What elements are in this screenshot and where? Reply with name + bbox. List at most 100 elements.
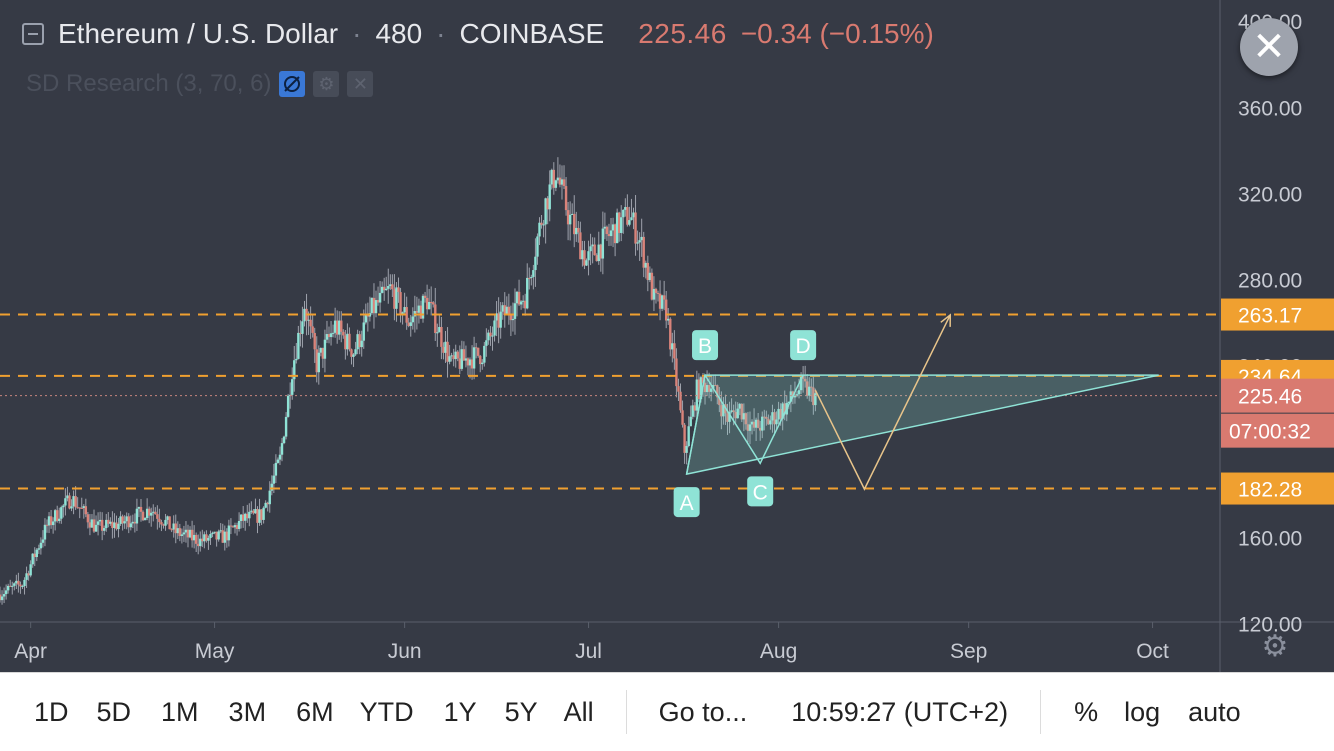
- range-5y[interactable]: 5Y: [504, 696, 538, 727]
- candle-up: [250, 510, 253, 512]
- range-3m[interactable]: 3M: [228, 696, 267, 727]
- candle-up: [109, 521, 112, 524]
- candle-down: [33, 553, 36, 558]
- candle-down: [221, 530, 224, 543]
- candle-up: [505, 306, 509, 315]
- range-all[interactable]: All: [563, 696, 594, 727]
- indicator-label[interactable]: SD Research (3, 70, 6): [26, 70, 272, 97]
- candle-down: [335, 320, 339, 335]
- interval-label[interactable]: 480: [375, 18, 423, 49]
- candle-up: [615, 212, 619, 244]
- candle-down: [19, 584, 22, 587]
- candle-up: [495, 313, 498, 321]
- candle-up: [90, 519, 94, 528]
- candle-down: [405, 307, 408, 323]
- range-6m[interactable]: 6M: [296, 696, 334, 727]
- log-toggle[interactable]: log: [1124, 696, 1161, 727]
- candle-up: [777, 408, 780, 420]
- candle-up: [628, 220, 631, 225]
- collapse-icon[interactable]: [22, 23, 44, 45]
- clock-timezone[interactable]: 10:59:27 (UTC+2): [791, 696, 1009, 727]
- range-ytd[interactable]: YTD: [359, 696, 414, 727]
- candle-up: [43, 524, 47, 540]
- candle-up: [213, 531, 216, 533]
- candle-up: [301, 321, 304, 334]
- candle-down: [626, 207, 629, 225]
- candle-down: [466, 358, 470, 366]
- candle-down: [558, 177, 562, 185]
- candle-down: [677, 386, 680, 392]
- toolbar-divider: [1040, 690, 1042, 734]
- close-chart-button[interactable]: ✕: [1240, 18, 1298, 76]
- indicator-legend: SD Research (3, 70, 6) ⚙ ✕: [26, 70, 374, 98]
- gear-icon[interactable]: ⚙: [313, 71, 340, 97]
- candle-up: [356, 334, 359, 350]
- auto-toggle[interactable]: auto: [1188, 696, 1241, 727]
- candle-up: [421, 295, 425, 319]
- candle-up: [754, 419, 758, 428]
- eye-off-icon[interactable]: [279, 71, 306, 97]
- candle-up: [438, 326, 441, 333]
- candle-up: [728, 412, 731, 422]
- candle-down: [372, 297, 376, 314]
- candle-down: [115, 522, 118, 530]
- symbol-name[interactable]: Ethereum / U.S. Dollar: [58, 18, 339, 49]
- candle-down: [634, 212, 637, 244]
- candle-up: [624, 207, 627, 210]
- x-tick-label: Sep: [950, 640, 987, 663]
- candle-down: [170, 529, 173, 531]
- candle-down: [812, 387, 815, 406]
- candle-up: [538, 222, 541, 237]
- candle-up: [331, 332, 335, 334]
- percent-toggle[interactable]: %: [1074, 696, 1099, 727]
- candle-up: [135, 508, 139, 524]
- range-1y[interactable]: 1Y: [443, 696, 477, 727]
- close-icon[interactable]: ✕: [347, 71, 374, 97]
- candle-up: [180, 534, 184, 536]
- candle-up: [129, 523, 132, 528]
- candle-up: [556, 177, 560, 181]
- candle-up: [352, 354, 355, 357]
- candle-up: [403, 307, 406, 313]
- candle-up: [444, 341, 447, 353]
- candle-down: [732, 410, 735, 413]
- candle-down: [127, 516, 130, 528]
- chart-area[interactable]: 400.00360.00320.00280.00240.00160.00120.…: [0, 0, 1334, 672]
- candle-up: [37, 548, 41, 550]
- x-tick-label: Jul: [575, 640, 602, 663]
- candle-down: [92, 519, 96, 532]
- range-5d[interactable]: 5D: [96, 696, 132, 727]
- goto-button[interactable]: Go to...: [658, 696, 748, 727]
- candle-down: [256, 509, 259, 523]
- candle-up: [536, 236, 539, 257]
- candle-up: [781, 403, 784, 419]
- candle-down: [225, 531, 229, 541]
- y-tick-label: 280.00: [1238, 269, 1302, 292]
- candle-down: [669, 318, 672, 350]
- price-chart[interactable]: 400.00360.00320.00280.00240.00160.00120.…: [0, 0, 1334, 672]
- candle-down: [673, 343, 676, 359]
- pattern-point-badge: [747, 476, 774, 507]
- candle-down: [791, 391, 795, 398]
- candle-up: [450, 355, 453, 357]
- candle-up: [137, 506, 141, 509]
- candle-up: [280, 443, 284, 455]
- candle-up: [272, 475, 276, 484]
- candle-down: [528, 277, 531, 279]
- settings-gear-icon[interactable]: ⚙: [1261, 630, 1289, 663]
- candle-down: [17, 580, 20, 585]
- candle-down: [540, 222, 543, 225]
- candle-up: [268, 490, 271, 505]
- candle-up: [705, 385, 709, 393]
- candle-up: [325, 334, 329, 340]
- candle-up: [491, 335, 494, 337]
- range-1d[interactable]: 1D: [34, 696, 69, 727]
- candle-up: [11, 585, 14, 587]
- candle-up: [487, 332, 490, 341]
- candle-up: [636, 242, 639, 244]
- range-1m[interactable]: 1M: [161, 696, 199, 727]
- y-tick-label: 120.00: [1238, 614, 1302, 637]
- candle-down: [68, 495, 71, 509]
- candle-down: [607, 234, 611, 237]
- candle-up: [152, 511, 155, 513]
